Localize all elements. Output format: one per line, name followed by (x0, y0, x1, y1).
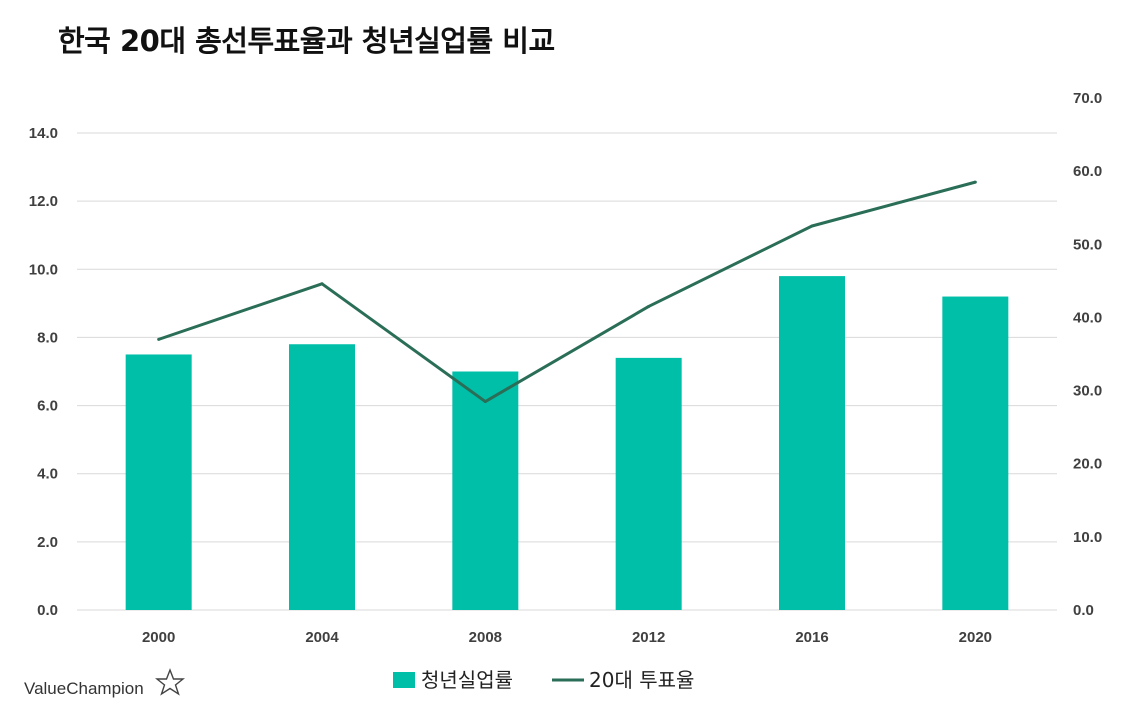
bar (615, 357, 682, 610)
x-axis-ticks: 2000 2004 2008 2012 2016 2020 (142, 629, 992, 646)
left-axis-tick-label: 14.0 (29, 125, 58, 142)
bar (125, 354, 192, 610)
left-axis-tick-label: 10.0 (29, 261, 58, 278)
chart-title: 한국 20대 총선투표율과 청년실업률 비교 (58, 24, 555, 58)
right-axis-tick-label: 40.0 (1073, 309, 1102, 326)
left-axis-tick-label: 2.0 (37, 534, 58, 551)
bar (289, 344, 355, 610)
right-axis-tick-label: 10.0 (1073, 529, 1102, 546)
right-axis-tick-label: 60.0 (1073, 163, 1102, 180)
line-point (810, 224, 814, 228)
bar-series (125, 276, 1009, 610)
line-point (157, 337, 161, 341)
bar (452, 371, 519, 610)
line-path (158, 180, 976, 404)
line-point (483, 400, 487, 404)
bar (779, 276, 845, 610)
legend-bar-swatch (393, 672, 415, 688)
right-axis-tick-label: 30.0 (1073, 383, 1102, 400)
x-axis-tick-label: 2020 (959, 629, 992, 646)
x-axis-tick-label: 2008 (469, 629, 502, 646)
line-point (320, 282, 324, 286)
right-axis-tick-label: 70.0 (1073, 90, 1102, 107)
legend-line-label: 20대 투표율 (589, 668, 694, 692)
left-axis-tick-label: 0.0 (37, 602, 58, 619)
grid-lines (77, 132, 1057, 611)
right-axis-ticks: 0.0 10.0 20.0 30.0 40.0 50.0 60.0 70.0 (1073, 90, 1102, 619)
star-icon (155, 668, 185, 696)
legend-bar-label: 청년실업률 (421, 668, 513, 692)
brand-name: ValueChampion (24, 679, 144, 698)
left-axis-tick-label: 6.0 (37, 398, 58, 415)
right-axis-tick-label: 20.0 (1073, 456, 1102, 473)
left-axis-tick-label: 12.0 (29, 193, 58, 210)
x-axis-tick-label: 2004 (305, 629, 339, 646)
right-axis-tick-label: 0.0 (1073, 602, 1094, 619)
line-point (647, 304, 651, 308)
line-series (157, 180, 977, 404)
bar (942, 296, 1009, 610)
brand-logo: ValueChampion (24, 668, 185, 698)
legend: 청년실업률 20대 투표율 (393, 668, 694, 692)
right-axis-tick-label: 50.0 (1073, 236, 1102, 253)
x-axis-tick-label: 2012 (632, 629, 665, 646)
left-axis-tick-label: 4.0 (37, 466, 58, 483)
line-point (973, 180, 977, 184)
left-axis-ticks: 0.0 2.0 4.0 6.0 8.0 10.0 12.0 14.0 (29, 125, 58, 619)
x-axis-tick-label: 2016 (795, 629, 828, 646)
x-axis-tick-label: 2000 (142, 629, 175, 646)
left-axis-tick-label: 8.0 (37, 329, 58, 346)
